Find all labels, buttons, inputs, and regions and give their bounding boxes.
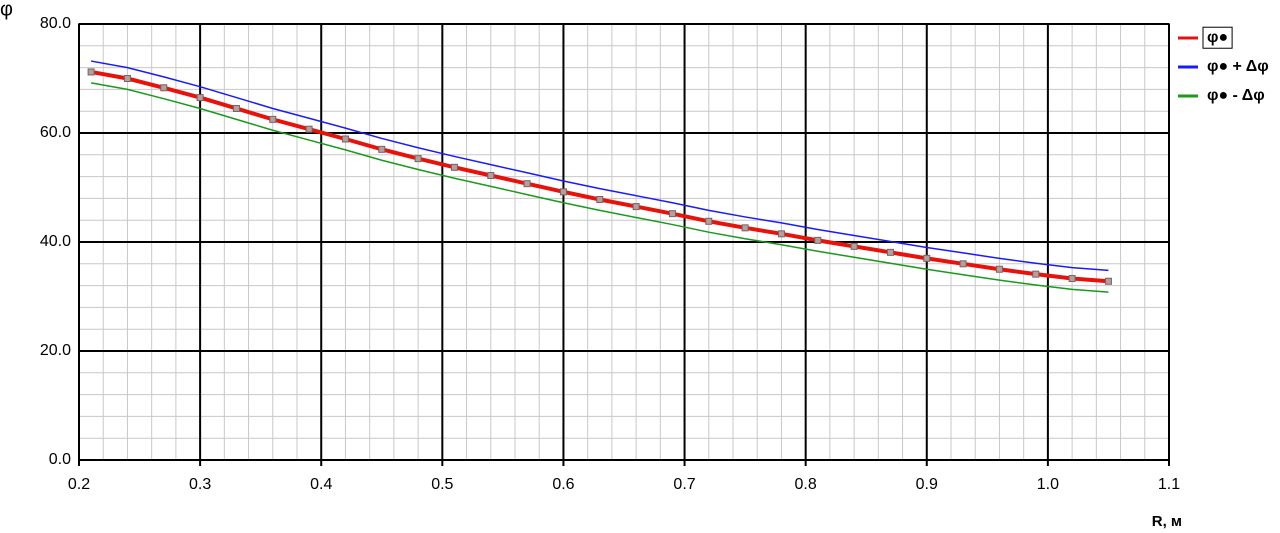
point-marker (850, 242, 858, 250)
point-marker (814, 236, 822, 244)
x-tick-label: 0.5 (431, 476, 453, 493)
point-marker (341, 135, 349, 143)
x-tick-label: 0.6 (552, 476, 574, 493)
point-marker (450, 163, 458, 171)
legend-highlight (1202, 26, 1233, 49)
y-tick-label: 80.0 (40, 15, 71, 32)
x-tick-label: 1.1 (1158, 476, 1180, 493)
legend-label: φ● - Δφ (1207, 87, 1265, 104)
legend-label: φ● (1207, 29, 1228, 46)
x-axis-label: R, м (1152, 513, 1182, 530)
point-marker (705, 217, 713, 225)
point-marker (1104, 277, 1112, 285)
point-marker (378, 145, 386, 153)
point-marker (269, 115, 277, 123)
point-marker (596, 195, 604, 203)
x-tick-label: 0.8 (795, 476, 817, 493)
point-marker (232, 104, 240, 112)
point-marker (1032, 270, 1040, 278)
x-tick-label: 1.0 (1037, 476, 1059, 493)
point-marker (87, 68, 95, 76)
y-tick-label: 20.0 (40, 342, 71, 359)
point-marker (487, 172, 495, 180)
x-tick-label: 0.3 (189, 476, 211, 493)
point-marker (160, 84, 168, 92)
point-marker (523, 180, 531, 188)
y-tick-label: 40.0 (40, 233, 71, 250)
point-marker (305, 125, 313, 133)
series-line (90, 60, 1109, 272)
point-marker (668, 210, 676, 218)
point-marker (886, 248, 894, 256)
series-line (90, 82, 1109, 293)
x-tick-label: 0.7 (673, 476, 695, 493)
point-marker (559, 188, 567, 196)
point-marker (995, 265, 1003, 273)
y-tick-label: 60.0 (40, 124, 71, 141)
y-axis-label: φ (0, 0, 13, 20)
point-marker (1068, 275, 1076, 283)
x-tick-label: 0.2 (68, 476, 90, 493)
point-marker (414, 155, 422, 163)
point-marker (923, 254, 931, 262)
point-marker (123, 75, 131, 82)
point-marker (959, 260, 967, 268)
x-tick-label: 0.9 (916, 476, 938, 493)
point-marker (777, 230, 785, 238)
point-marker (741, 224, 749, 232)
point-marker (196, 94, 204, 102)
point-marker (632, 203, 640, 211)
x-tick-label: 0.4 (310, 476, 332, 493)
y-tick-label: 0.0 (49, 451, 71, 468)
plot-border (78, 23, 1170, 461)
legend-label: φ● + Δφ (1207, 58, 1269, 75)
